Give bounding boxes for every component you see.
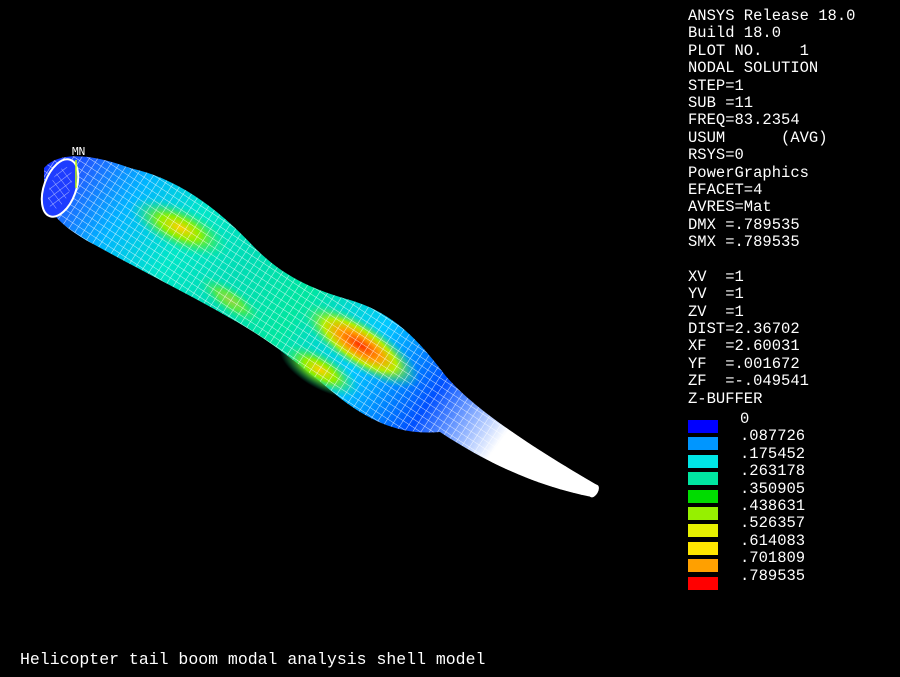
legend-row: .526357 xyxy=(688,514,893,538)
info-panel: ANSYS Release 18.0 Build 18.0 PLOT NO. 1… xyxy=(688,7,893,408)
legend-value: .701809 xyxy=(740,549,806,568)
tail-boom-model[interactable]: MN xyxy=(0,0,680,640)
info-line: PLOT NO. 1 xyxy=(688,41,809,60)
legend-swatch xyxy=(688,576,718,590)
info-line: NODAL SOLUTION xyxy=(688,59,819,78)
legend-row: .614083 xyxy=(688,531,893,555)
info-gap xyxy=(688,251,893,268)
legend-swatch xyxy=(688,524,718,538)
legend-swatch xyxy=(688,506,718,520)
legend-swatch xyxy=(688,454,718,468)
info-line: DMX =.789535 xyxy=(688,215,800,234)
legend-swatch xyxy=(688,559,718,573)
plot-title: Helicopter tail boom modal analysis shel… xyxy=(20,650,486,669)
mn-label: MN xyxy=(72,145,85,158)
legend-swatch xyxy=(688,472,718,486)
info-line: AVRES=Mat xyxy=(688,198,772,217)
legend-row: .087726 xyxy=(688,427,893,451)
info-line: Build 18.0 xyxy=(688,24,782,43)
info-line: ANSYS Release 18.0 xyxy=(688,7,856,25)
view-line: ZV =1 xyxy=(688,302,744,321)
legend-swatch xyxy=(688,489,718,503)
view-line: DIST=2.36702 xyxy=(688,320,800,339)
info-line: RSYS=0 xyxy=(688,146,744,165)
legend-row: .263178 xyxy=(688,462,893,486)
legend-value: .263178 xyxy=(740,462,806,481)
info-line: PowerGraphics xyxy=(688,163,809,182)
view-line: YV =1 xyxy=(688,285,744,304)
legend-value: .789535 xyxy=(740,566,806,585)
legend-row: .701809 xyxy=(688,549,893,573)
legend-value: .438631 xyxy=(740,496,806,515)
legend-value: 0 xyxy=(740,410,750,428)
info-line: USUM (AVG) xyxy=(688,128,828,147)
boom-tip xyxy=(589,484,599,498)
info-line: STEP=1 xyxy=(688,76,744,95)
min-marker: MN xyxy=(72,145,85,188)
legend-value: .350905 xyxy=(740,479,806,498)
legend-value: .614083 xyxy=(740,531,806,550)
graphics-viewport[interactable]: MN xyxy=(0,0,680,640)
view-line: ZF =-.049541 xyxy=(688,372,809,391)
legend-row: .350905 xyxy=(688,479,893,503)
info-line: EFACET=4 xyxy=(688,180,763,199)
contour-legend: 0.087726.175452.263178.350905.438631.526… xyxy=(688,410,893,590)
view-line: Z-BUFFER xyxy=(688,389,763,408)
legend-value: .087726 xyxy=(740,427,806,446)
legend-swatch xyxy=(688,541,718,555)
legend-value: .526357 xyxy=(740,514,806,533)
legend-swatch xyxy=(688,420,718,433)
boom-mesh xyxy=(44,156,597,497)
legend-value: .175452 xyxy=(740,444,806,463)
view-line: XV =1 xyxy=(688,267,744,286)
legend-row: .789535 xyxy=(688,566,893,590)
legend-swatch xyxy=(688,437,718,451)
legend-row: .438631 xyxy=(688,496,893,520)
view-line: YF =.001672 xyxy=(688,354,800,373)
info-line: SMX =.789535 xyxy=(688,233,800,252)
view-line: XF =2.60031 xyxy=(688,337,800,356)
info-line: SUB =11 xyxy=(688,93,754,112)
info-line: FREQ=83.2354 xyxy=(688,111,800,130)
legend-row: .175452 xyxy=(688,444,893,468)
legend-row: 0 xyxy=(688,410,893,433)
